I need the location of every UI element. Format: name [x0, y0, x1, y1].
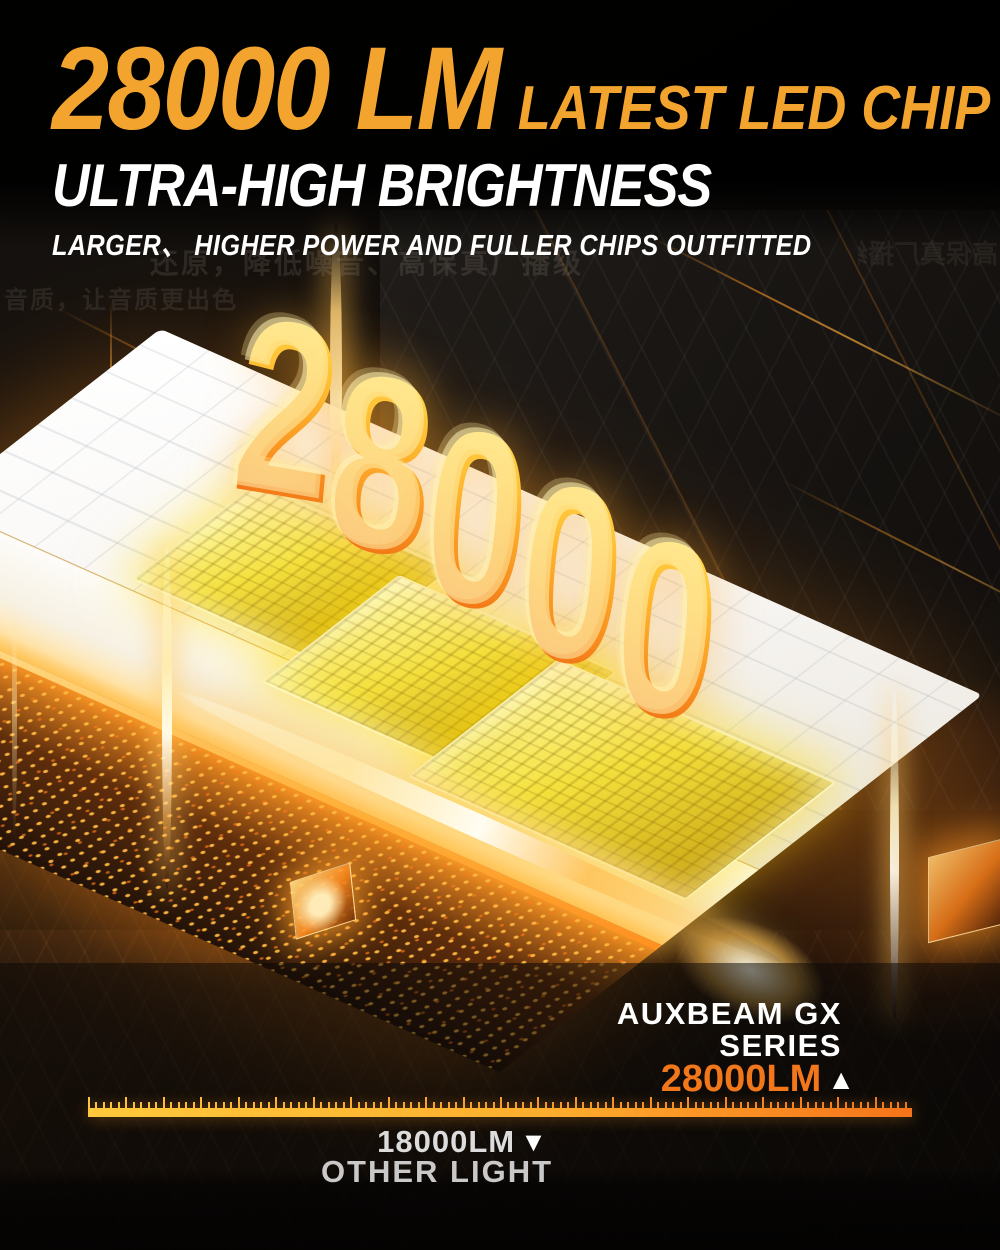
ruler-tick: [387, 1097, 390, 1108]
glowing-cube: [928, 838, 1000, 944]
brand-line2: SERIES: [719, 1027, 842, 1063]
ruler-tick: [612, 1097, 615, 1108]
brand-lumens-value: 28000LM: [660, 1058, 822, 1100]
light-beam-icon: [162, 545, 172, 890]
ruler-tick: [462, 1097, 465, 1108]
ruler-tick: [162, 1097, 165, 1108]
headline-number: 28000 LM: [52, 23, 502, 155]
light-beam-icon: [890, 690, 899, 1020]
ruler-tick: [425, 1097, 428, 1108]
ruler-tick: [837, 1097, 840, 1108]
ruler-tick: [500, 1097, 502, 1108]
brand-name: AUXBEAM GX SERIES: [617, 998, 842, 1061]
ruler-tick: [88, 1097, 90, 1108]
headline-title: ULTRA-HIGH BRIGHTNESS: [52, 152, 712, 219]
down-triangle-icon: ▼: [520, 1126, 547, 1157]
headline: 28000 LM LATEST LED CHIP: [52, 30, 990, 148]
up-triangle-icon: ▲: [827, 1063, 855, 1095]
headline-suffix: LATEST LED CHIP: [517, 74, 991, 143]
ruler-tick: [275, 1097, 278, 1108]
ruler-tick: [537, 1097, 540, 1108]
brand-line1: AUXBEAM GX: [616, 996, 842, 1031]
ruler-tick: [312, 1097, 315, 1108]
ruler-tick: [799, 1097, 802, 1108]
ruler-tick: [125, 1097, 128, 1108]
ruler-bar: [88, 1108, 912, 1117]
ruler-tick: [687, 1097, 690, 1108]
lumens-ruler: [88, 1097, 912, 1117]
ruler-tick: [200, 1097, 203, 1108]
ruler-tick: [574, 1097, 577, 1108]
ruler-tick: [724, 1097, 727, 1108]
ruler-tick: [237, 1097, 240, 1108]
header: 28000 LM LATEST LED CHIP ULTRA-HIGH BRIG…: [52, 30, 990, 261]
ruler-tick: [762, 1097, 765, 1108]
light-beam-icon: [12, 590, 17, 840]
headline-subtitle: LARGER、 HIGHER POWER AND FULLER CHIPS OU…: [52, 230, 812, 262]
brand-lumens: 28000LM ▲: [661, 1058, 855, 1101]
light-beam-icon: [330, 222, 342, 522]
other-light-label: OTHER LIGHT: [320, 1154, 554, 1189]
ruler-tick: [649, 1097, 652, 1108]
ruler-tick: [874, 1097, 877, 1108]
ruler-tick: [350, 1097, 353, 1108]
